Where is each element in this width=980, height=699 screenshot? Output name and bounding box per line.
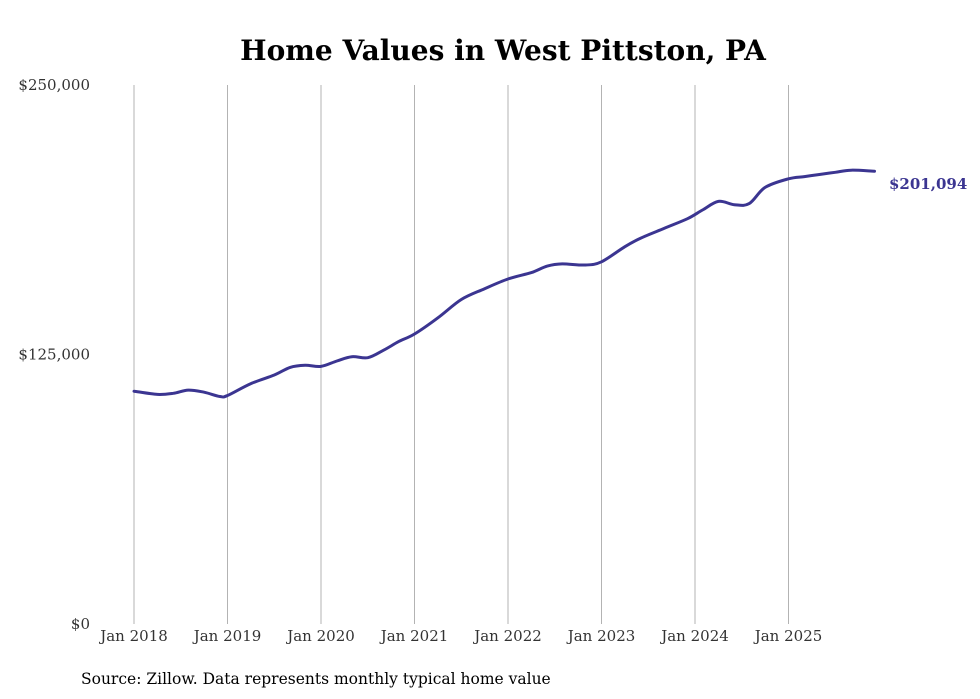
x-tick-label-3: Jan 2021 — [379, 627, 449, 645]
y-tick-label-1: $125,000 — [18, 346, 90, 364]
x-tick-label-0: Jan 2018 — [98, 627, 168, 645]
x-tick-label-4: Jan 2022 — [472, 627, 542, 645]
x-tick-label-2: Jan 2020 — [285, 627, 355, 645]
series-line-0 — [132, 168, 876, 399]
y-axis-ticks: $0 $125,000 $250,000 — [18, 76, 90, 633]
x-tick-label-1: Jan 2019 — [192, 627, 262, 645]
x-tick-label-7: Jan 2025 — [753, 627, 823, 645]
chart-title: Home Values in West Pittston, PA — [240, 34, 767, 67]
y-tick-label-0: $0 — [71, 615, 90, 633]
series-group — [132, 168, 876, 399]
x-tick-label-6: Jan 2024 — [659, 627, 729, 645]
end-value-label: $201,094 — [889, 175, 967, 193]
y-tick-label-2: $250,000 — [18, 76, 90, 94]
x-tick-label-5: Jan 2023 — [566, 627, 636, 645]
source-note: Source: Zillow. Data represents monthly … — [81, 670, 551, 688]
x-axis-ticks: Jan 2018 Jan 2019 Jan 2020 Jan 2021 Jan 2022… — [98, 627, 822, 645]
vertical-gridlines — [133, 85, 789, 624]
